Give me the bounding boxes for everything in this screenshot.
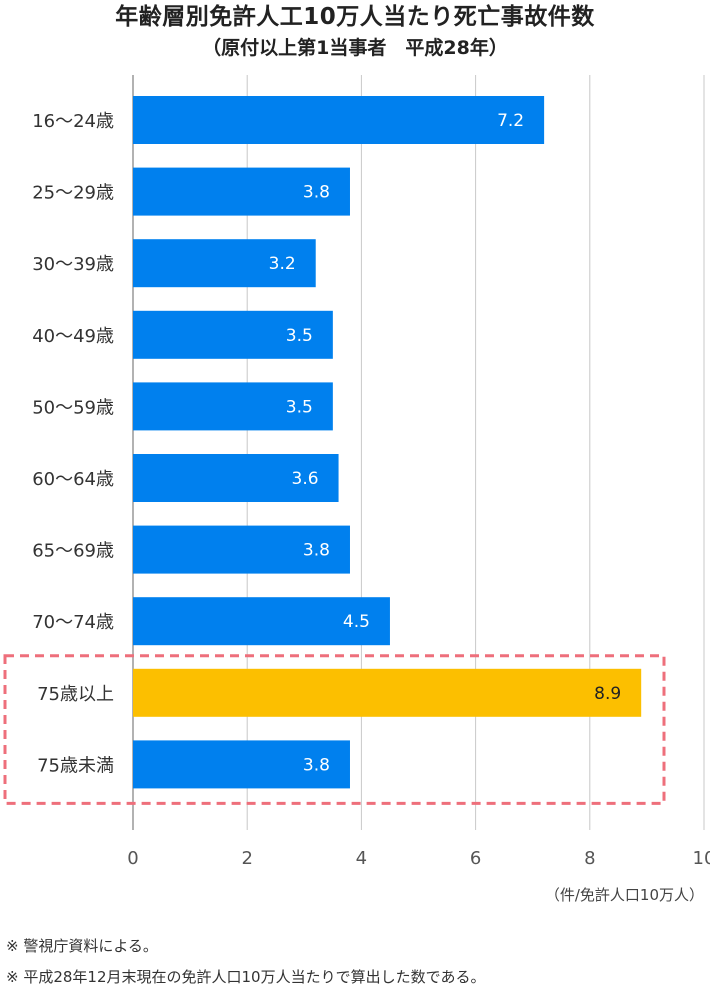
bar-value-label: 3.5 (286, 397, 313, 417)
bar (133, 310, 333, 359)
x-tick-label: 6 (470, 848, 481, 869)
category-label: 16〜24歳 (32, 111, 114, 132)
bar-value-label: 3.2 (269, 254, 296, 274)
x-tick-labels: 0 2 4 6 8 10 (127, 848, 710, 869)
bars (133, 96, 642, 789)
bar-value-labels: 7.2 3.8 3.2 3.5 3.5 3.6 3.8 4.5 8.9 3.8 (269, 111, 622, 775)
bar (133, 454, 339, 502)
category-label: 70〜74歳 (32, 612, 114, 633)
x-tick-label: 10 (693, 848, 710, 869)
category-label: 75歳以上 (37, 684, 114, 705)
bar (133, 167, 350, 216)
bar-value-label: 3.8 (303, 183, 330, 203)
x-tick-label: 2 (241, 848, 252, 869)
bar (133, 668, 642, 717)
bar-value-label: 4.5 (343, 612, 370, 632)
x-tick-label: 0 (127, 848, 138, 869)
category-label: 40〜49歳 (32, 326, 114, 347)
category-label: 25〜29歳 (32, 183, 114, 204)
bar (133, 382, 333, 431)
bar (133, 740, 350, 789)
bar-value-label: 7.2 (497, 111, 524, 131)
x-tick-label: 4 (356, 848, 367, 869)
chart-subtitle: （原付以上第1当事者 平成28年） (202, 37, 508, 59)
bar (133, 525, 350, 574)
category-label: 50〜59歳 (32, 397, 114, 418)
category-labels: 16〜24歳 25〜29歳 30〜39歳 40〜49歳 50〜59歳 60〜64歳 65〜6… (32, 111, 114, 776)
category-label: 75歳未満 (37, 755, 114, 776)
category-label: 60〜64歳 (32, 469, 114, 490)
footnote-source: ※ 警視庁資料による。 (6, 937, 158, 955)
bar-value-label: 3.6 (292, 469, 319, 489)
x-tick-label: 8 (584, 848, 595, 869)
category-label: 30〜39歳 (32, 254, 114, 275)
footnote-calculation: ※ 平成28年12月末現在の免許人口10万人当たりで算出した数である。 (6, 968, 486, 986)
bar-value-label: 8.9 (594, 684, 621, 704)
bar-value-label: 3.5 (286, 326, 313, 346)
bar-value-label: 3.8 (303, 541, 330, 561)
bar (133, 239, 316, 288)
category-label: 65〜69歳 (32, 541, 114, 562)
bar (133, 597, 390, 646)
x-axis-unit-label: （件/免許人口10万人） (545, 886, 704, 904)
bar-value-label: 3.8 (303, 755, 330, 775)
bar (133, 96, 545, 144)
chart-title: 年齢層別免許人工10万人当たり死亡事故件数 (115, 4, 595, 30)
